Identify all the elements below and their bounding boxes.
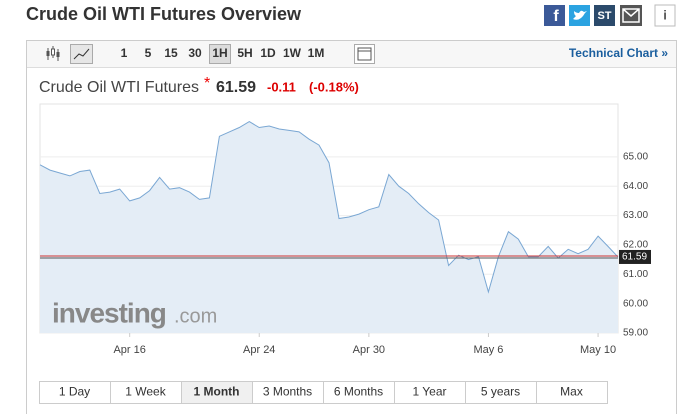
range-label[interactable]: 1 Day bbox=[59, 385, 90, 399]
last-price-label: 61.59 bbox=[622, 252, 647, 263]
stocktwits-icon[interactable] bbox=[594, 5, 615, 26]
interval-button[interactable]: 30 bbox=[188, 46, 202, 60]
area-fill bbox=[40, 121, 618, 333]
quote-marker: * bbox=[204, 75, 210, 92]
interval-button[interactable]: 1 bbox=[121, 46, 128, 60]
y-tick-label: 63.00 bbox=[623, 210, 648, 221]
line-icon-stroke bbox=[73, 48, 90, 60]
x-tick-label: Apr 16 bbox=[113, 344, 145, 356]
range-label[interactable]: 5 years bbox=[481, 385, 520, 399]
range-tab[interactable] bbox=[536, 381, 608, 404]
interval-button[interactable]: 5 bbox=[145, 46, 152, 60]
y-tick-label: 60.00 bbox=[623, 298, 648, 309]
x-tick-label: Apr 30 bbox=[353, 344, 385, 356]
x-tick-label: Apr 24 bbox=[243, 344, 275, 356]
stocktwits-letters: ST bbox=[597, 10, 611, 22]
range-label[interactable]: 1 Week bbox=[125, 385, 166, 399]
y-tick-label: 61.00 bbox=[623, 269, 648, 280]
candle-icon[interactable] bbox=[46, 46, 60, 61]
quote-name: Crude Oil WTI Futures bbox=[39, 79, 199, 96]
toolbar bbox=[27, 41, 676, 67]
watermark-domain: .com bbox=[174, 305, 217, 327]
settings-icon-stroke bbox=[357, 47, 372, 61]
plot bbox=[39, 121, 619, 334]
technical-chart-link[interactable]: Technical Chart » bbox=[569, 46, 668, 60]
watermark-brand: investing bbox=[52, 297, 166, 328]
info-letter: i bbox=[663, 7, 667, 22]
line-icon[interactable] bbox=[70, 44, 93, 64]
x-tick-label: May 6 bbox=[473, 344, 503, 356]
range-label[interactable]: 1 Year bbox=[412, 385, 446, 399]
range-label[interactable]: 3 Months bbox=[263, 385, 312, 399]
quote-price: 61.59 bbox=[216, 79, 256, 96]
y-tick-label: 59.00 bbox=[623, 328, 648, 339]
interval-button[interactable]: 1D bbox=[260, 46, 276, 60]
facebook-icon[interactable] bbox=[544, 5, 565, 26]
x-tick-label: May 10 bbox=[580, 344, 616, 356]
quote-change-pct: (-0.18%) bbox=[309, 79, 359, 94]
y-tick-label: 64.00 bbox=[623, 181, 648, 192]
interval-button[interactable]: 1M bbox=[308, 46, 325, 60]
interval-button[interactable]: 5H bbox=[237, 46, 252, 60]
settings-icon[interactable] bbox=[354, 44, 375, 64]
interval-button[interactable]: 1W bbox=[283, 46, 302, 60]
page-title: Crude Oil WTI Futures Overview bbox=[26, 4, 302, 24]
range-label[interactable]: 1 Month bbox=[194, 385, 240, 399]
range-label[interactable]: 6 Months bbox=[334, 385, 383, 399]
envelope bbox=[622, 8, 640, 23]
facebook-letter: f bbox=[553, 8, 559, 25]
quote-change: -0.11 bbox=[267, 79, 296, 94]
price-line bbox=[39, 121, 619, 294]
interval-button[interactable]: 1H bbox=[212, 46, 227, 60]
y-tick-label: 65.00 bbox=[623, 151, 648, 162]
range-tabs: 1 Day 1 Week 1 Month 3 Months 6 Months 1 Year… bbox=[39, 381, 608, 404]
info-icon[interactable] bbox=[654, 4, 676, 27]
interval-active bbox=[209, 44, 231, 64]
y-tick-label: 62.00 bbox=[623, 240, 648, 251]
range-label[interactable]: Max bbox=[560, 385, 583, 399]
interval-button[interactable]: 15 bbox=[164, 46, 178, 60]
twitter-bird bbox=[573, 10, 587, 20]
last-price-box bbox=[619, 249, 651, 264]
